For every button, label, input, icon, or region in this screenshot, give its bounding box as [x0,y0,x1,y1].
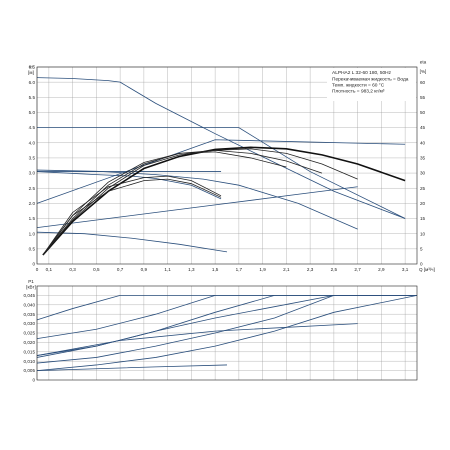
x-tick-label: 2,5 [331,267,338,272]
eta-tick-label: 30 [420,171,426,176]
efficiency-curve-1 [42,146,406,256]
eta-tick-label: 25 [420,186,426,191]
x-tick-label: 1,7 [236,267,243,272]
eta-tick-label: 35 [420,156,426,161]
x-tick-label: 0,1 [46,267,53,272]
x-tick-label: 2,9 [378,267,385,272]
h-tick-label: 6.0 [29,80,36,85]
eta-tick-label: 20 [420,201,426,206]
h-axis-label: H [29,65,32,70]
h-tick-label: 5.0 [29,110,36,115]
p1-axis-label: P1 [28,279,34,284]
x-tick-label: 1,5 [212,267,219,272]
p1-tick-label: 0,045 [24,293,36,298]
x-axis-label: Q [м³/ч] [419,267,435,272]
h-tick-label: 6.5 [29,65,36,70]
efficiency-curve-4 [42,151,287,256]
p1-tick-label: 0,010 [24,359,36,364]
power-curve-2 [36,295,417,340]
p1-tick-label: 0,015 [24,349,36,354]
info-box-background [327,68,416,101]
p1-tick-label: 0,035 [24,312,36,317]
x-tick-label: 1,1 [164,267,171,272]
h-tick-label: 0.5 [29,246,36,251]
efficiency-curve-5 [42,175,222,256]
power-curve-7 [36,364,228,371]
pump-model: ALPHA2 L 32-60 180, 50Hz [332,70,392,76]
bottom-plot-frame [36,285,418,381]
eta-tick-label: 55 [420,95,426,100]
power-curves [36,295,418,371]
power-curve-5 [36,295,418,371]
power-curve-1 [36,295,417,321]
power-curve-6 [36,323,358,356]
eta-tick-label: 5 [420,246,423,251]
info-line-liquid: Перекачиваемая жидкость = Вода [332,77,409,83]
x-tick-label: 1,3 [188,267,195,272]
power-curve-8 [36,295,417,358]
info-line-density: Плотность = 983,2 кг/м³ [332,89,385,95]
eta-tick-label: 45 [420,125,426,130]
top-plot-frame [36,66,418,265]
x-tick-label: 2,1 [283,267,290,272]
eta-tick-label: 50 [420,110,426,115]
h-tick-label: 2.0 [29,201,36,206]
x-tick-label: 2,3 [307,267,314,272]
head-curve-5 [36,231,228,253]
h-axis-unit: [м] [28,70,34,75]
eta-tick-label: 15 [420,216,426,221]
h-tick-label: 5.5 [29,95,36,100]
p1-tick-label: 0,005 [24,368,36,373]
p1-tick-label: 0,040 [24,302,36,307]
x-tick-label: 0,3 [69,267,76,272]
bottom-grid [36,286,417,380]
eta-tick-label: 40 [420,140,426,145]
h-tick-label: 1.5 [29,216,36,221]
h-tick-label: 4.0 [29,140,36,145]
head-curves [36,77,406,256]
x-tick-label: 2,7 [354,267,361,272]
info-box: ALPHA2 L 32-60 180, 50Hz Перекачиваемая … [327,68,416,101]
head-curve-1 [36,77,406,219]
eta-tick-label: 60 [420,80,426,85]
info-line-temperature: Темп. жидкости = 60 °C [332,83,385,89]
x-tick-label: 0,9 [141,267,148,272]
h-tick-label: 2.5 [29,186,36,191]
x-tick-label: 0,5 [93,267,100,272]
axis-labels: H [м] eta [%] P1 [кВт] 0 0,1 0,3 0,5 0,7 0,9 1… [24,60,435,383]
p1-tick-label: 0,030 [24,321,36,326]
head-line-2 [36,186,358,229]
eta-tick-label: 10 [420,231,426,236]
head-curve-2 [37,127,406,219]
eta-tick-label: 0 [420,262,423,267]
p1-tick-label: 0,025 [24,331,36,336]
x-tick-label: 3,1 [402,267,409,272]
efficiency-curve-6 [42,178,222,256]
head-line-1 [36,139,406,204]
eta-axis-label: eta [420,60,427,65]
h-tick-label: 4.5 [29,125,36,130]
x-tick-label: 0,7 [117,267,124,272]
h-tick-label: 3.0 [29,171,36,176]
x-tick-label: 0 [36,267,39,272]
p1-axis-unit: [кВт] [26,285,36,290]
p1-tick-label: 0,020 [24,340,36,345]
h-tick-label: 1.0 [29,231,36,236]
head-curve-3 [36,169,358,230]
efficiency-curve-3 [42,149,323,256]
eta-axis-unit: [%] [420,69,427,74]
x-tick-label: 1,9 [259,267,266,272]
h-tick-label: 3.5 [29,156,36,161]
h-tick-label: 0 [32,262,35,267]
p1-tick-label: 0 [32,378,35,383]
